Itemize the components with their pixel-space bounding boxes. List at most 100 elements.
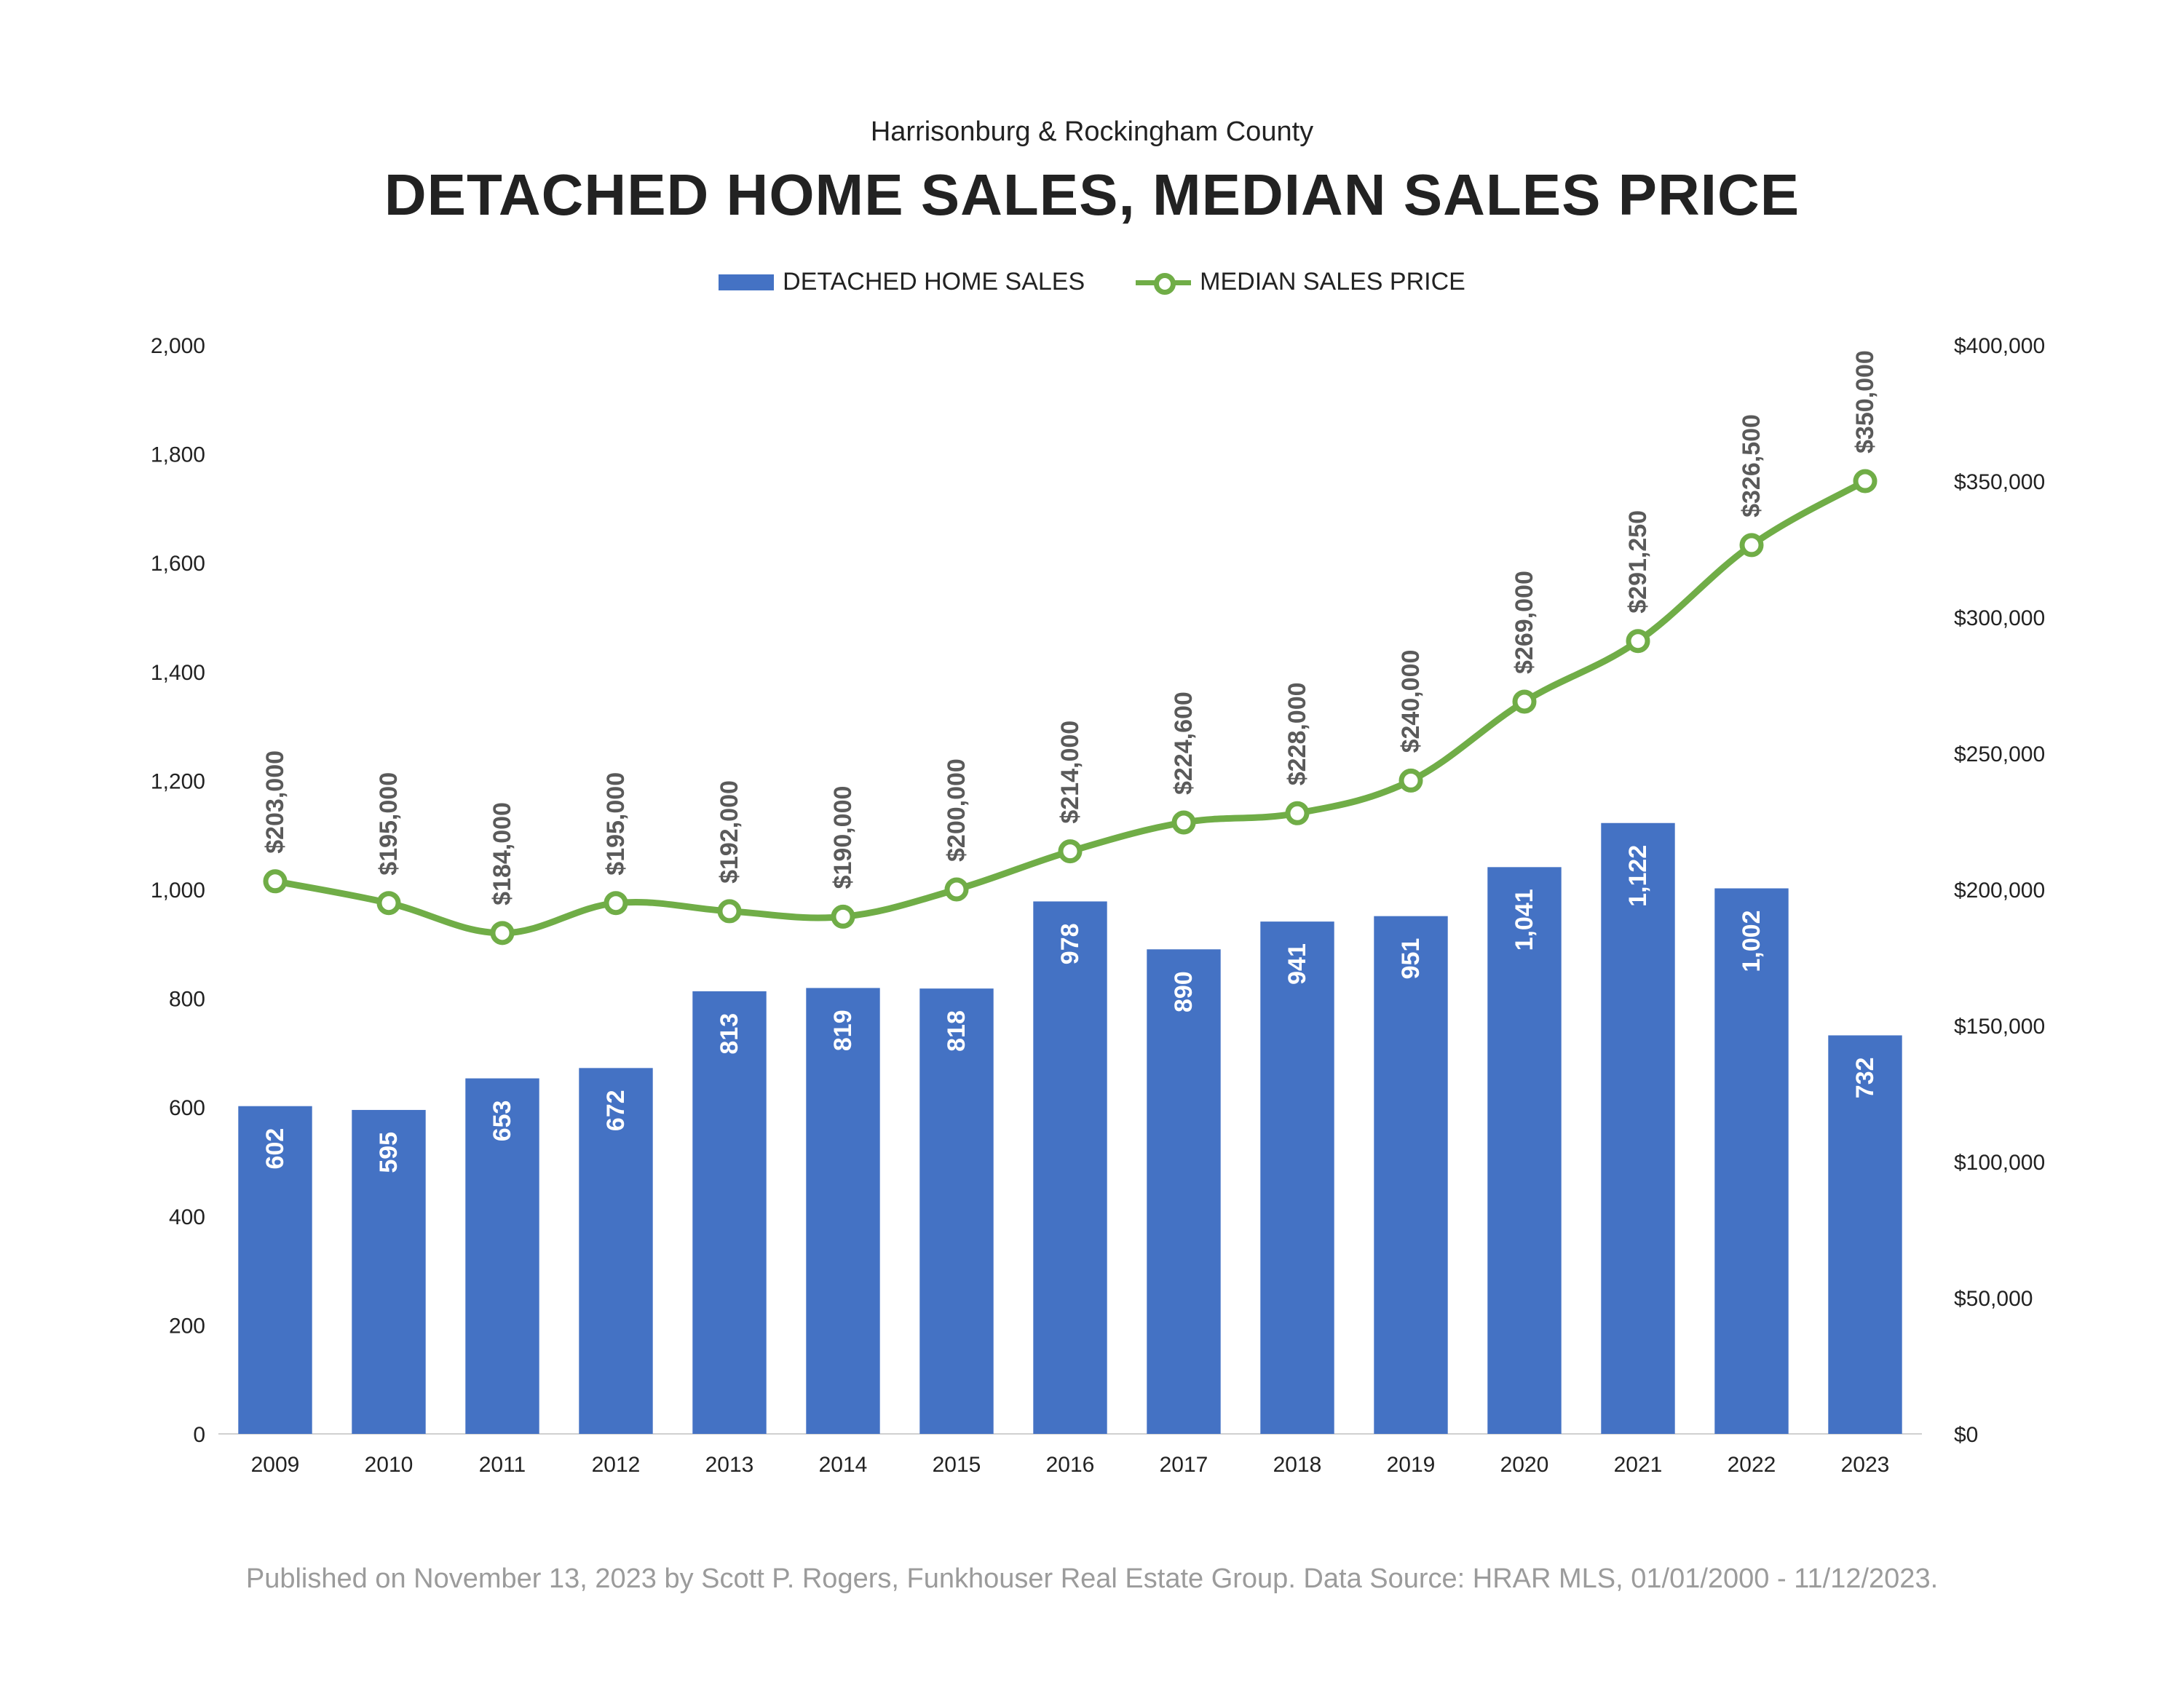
bar-value-label: 941 (1283, 943, 1311, 985)
y-right-tick-label: $200,000 (1954, 879, 2045, 903)
bar (692, 991, 767, 1434)
price-value-label: $192,000 (716, 780, 743, 884)
legend-item-sales[interactable]: DETACHED HOME SALES (719, 268, 1085, 296)
y-right-tick-label: $100,000 (1954, 1151, 2045, 1175)
price-marker (1285, 801, 1310, 825)
y-left-tick-label: 800 (169, 988, 205, 1012)
y-right-tick-label: $350,000 (1954, 470, 2045, 494)
bar (352, 1109, 426, 1434)
y-left-tick-label: 1,200 (151, 769, 205, 793)
x-tick-label: 2011 (479, 1453, 526, 1477)
bar (1147, 949, 1221, 1434)
price-marker (831, 904, 855, 929)
price-value-label: $291,250 (1624, 510, 1652, 614)
price-value-label: $184,000 (488, 802, 516, 905)
x-tick-label: 2021 (1614, 1453, 1663, 1477)
price-value-label: $203,000 (261, 750, 289, 854)
y-right-tick-label: $400,000 (1954, 334, 2045, 358)
bar (238, 1106, 312, 1434)
x-tick-label: 2019 (1387, 1453, 1436, 1477)
y-left-tick-label: 200 (169, 1314, 205, 1338)
price-marker (604, 891, 628, 916)
bar (806, 988, 880, 1434)
price-marker (944, 877, 969, 902)
price-marker (376, 891, 401, 916)
bar-value-label: 732 (1851, 1057, 1879, 1098)
x-tick-label: 2023 (1841, 1453, 1890, 1477)
price-marker (1739, 533, 1764, 558)
bar-value-label: 595 (375, 1132, 403, 1173)
x-tick-label: 2012 (592, 1453, 641, 1477)
footer-note: Published on November 13, 2023 by Scott … (245, 1563, 1939, 1594)
price-marker (263, 869, 288, 894)
y-right-tick-label: $0 (1954, 1423, 1978, 1447)
price-marker (490, 921, 515, 945)
chart-legend: DETACHED HOME SALES MEDIAN SALES PRICE (0, 268, 2184, 296)
legend-line-swatch (1136, 271, 1192, 295)
bar-value-label: 602 (261, 1128, 289, 1170)
y-left-tick-label: 1,800 (151, 443, 205, 467)
y-left-tick-label: 1,400 (151, 661, 205, 685)
y-left-tick-label: 400 (169, 1205, 205, 1229)
price-value-label: $200,000 (943, 758, 970, 862)
bar (919, 988, 994, 1434)
legend-label-sales: DETACHED HOME SALES (783, 268, 1085, 296)
bar-value-label: 951 (1397, 938, 1425, 980)
bar-value-label: 890 (1170, 971, 1198, 1012)
bar-value-label: 1,002 (1738, 911, 1765, 972)
bar (1714, 888, 1789, 1434)
bar-value-label: 653 (488, 1101, 516, 1142)
price-value-label: $326,500 (1738, 414, 1765, 518)
chart-subtitle: Harrisonburg & Rockingham County (870, 116, 1314, 147)
x-tick-label: 2017 (1160, 1453, 1208, 1477)
bar (579, 1068, 653, 1434)
x-tick-label: 2020 (1500, 1453, 1549, 1477)
x-tick-label: 2013 (705, 1453, 754, 1477)
x-tick-label: 2015 (933, 1453, 981, 1477)
bar (1487, 867, 1562, 1434)
chart-title: DETACHED HOME SALES, MEDIAN SALES PRICE (384, 162, 1800, 227)
price-marker (1398, 768, 1423, 793)
x-tick-label: 2022 (1728, 1453, 1776, 1477)
bar-value-label: 978 (1056, 923, 1084, 964)
x-tick-label: 2018 (1273, 1453, 1322, 1477)
x-tick-label: 2014 (819, 1453, 868, 1477)
y-left-tick-label: 0 (193, 1423, 205, 1447)
x-tick-label: 2009 (251, 1453, 300, 1477)
y-right-tick-label: $150,000 (1954, 1015, 2045, 1039)
price-marker (1853, 469, 1878, 493)
bar-value-label: 818 (943, 1010, 970, 1052)
price-value-label: $269,000 (1511, 571, 1538, 674)
bar-value-label: 672 (602, 1090, 630, 1131)
legend-label-price: MEDIAN SALES PRICE (1200, 268, 1465, 296)
y-left-tick-label: 2,000 (151, 334, 205, 358)
x-tick-label: 2010 (365, 1453, 414, 1477)
price-value-label: $195,000 (375, 772, 403, 876)
legend-item-price[interactable]: MEDIAN SALES PRICE (1136, 268, 1465, 296)
bar-value-label: 1,122 (1624, 845, 1652, 907)
price-marker (1626, 629, 1650, 654)
y-left-tick-label: 1,600 (151, 552, 205, 576)
bar (1374, 916, 1448, 1434)
x-tick-label: 2016 (1046, 1453, 1095, 1477)
price-marker (1058, 839, 1083, 864)
y-left-tick-label: 600 (169, 1096, 205, 1120)
legend-bar-swatch (719, 274, 775, 290)
price-marker (717, 899, 742, 924)
price-value-label: $214,000 (1056, 721, 1084, 824)
bar (1260, 921, 1334, 1434)
bar (1033, 901, 1107, 1434)
price-value-label: $190,000 (829, 786, 857, 889)
price-marker (1512, 689, 1537, 714)
price-value-label: $228,000 (1283, 682, 1311, 785)
price-value-label: $350,000 (1851, 350, 1879, 453)
bar-value-label: 819 (829, 1010, 857, 1051)
y-left-tick-label: 1,000 (151, 879, 205, 903)
price-value-label: $195,000 (602, 772, 630, 876)
price-value-label: $240,000 (1397, 650, 1425, 753)
price-value-label: $224,600 (1170, 691, 1198, 795)
bar-value-label: 813 (716, 1013, 743, 1055)
price-marker (1171, 810, 1196, 835)
bar (1601, 822, 1675, 1434)
